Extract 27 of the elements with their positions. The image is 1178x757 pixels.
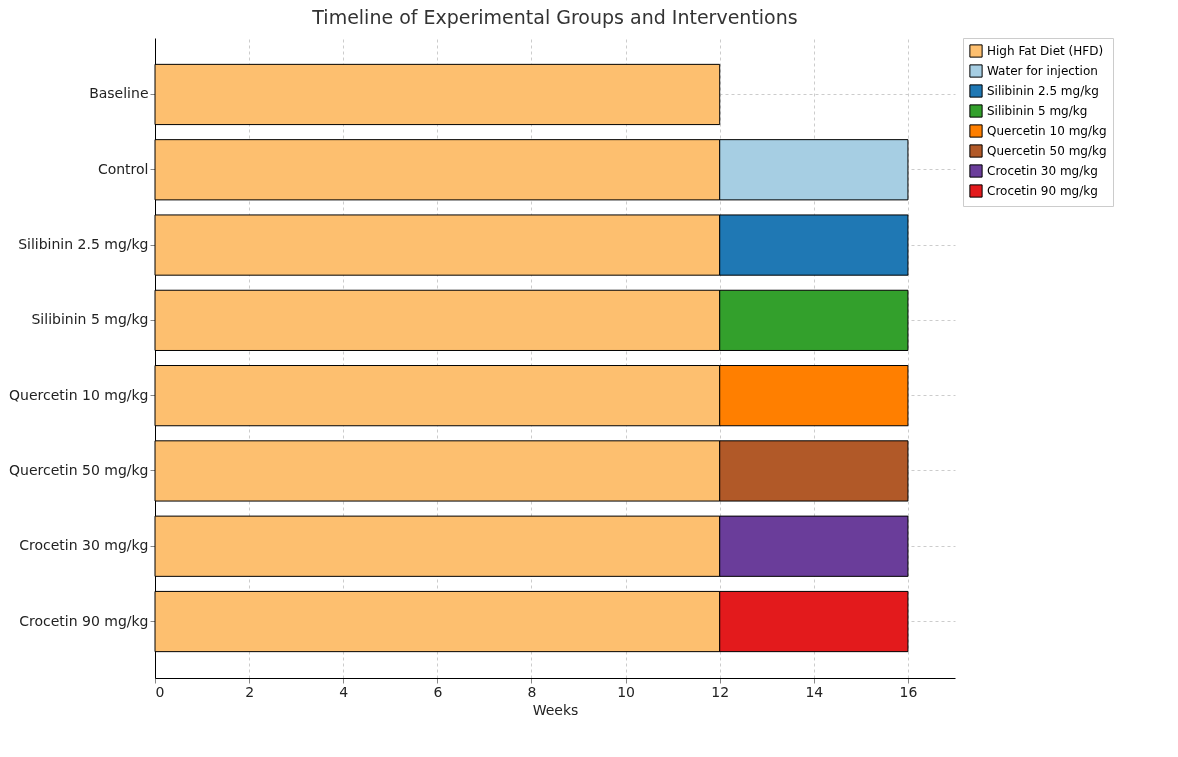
x-tick-label: 14 [805,683,824,700]
y-tick-label: Control [97,160,149,177]
x-tick-label: 8 [527,683,537,700]
x-axis-title: Weeks [532,701,579,718]
x-tick-label: 2 [245,683,255,700]
y-tick-label: Silibinin 5 mg/kg [31,311,149,328]
legend-label: Quercetin 50 mg/kg [987,144,1107,158]
x-tick-label: 6 [433,683,443,700]
x-tick-label: 4 [339,683,349,700]
legend-label: Crocetin 30 mg/kg [987,164,1098,178]
legend-label: Quercetin 10 mg/kg [987,124,1107,138]
x-tick-label: 12 [711,683,730,700]
x-tick-label: 16 [899,683,918,700]
legend-label: Crocetin 90 mg/kg [987,184,1098,198]
legend-label: High Fat Diet (HFD) [987,44,1104,58]
legend-label: Silibinin 2.5 mg/kg [987,84,1099,98]
y-tick-label: Quercetin 50 mg/kg [9,461,149,478]
y-tick-label: Baseline [89,85,149,102]
legend-label: Water for injection [987,64,1098,78]
x-tick-label: 0 [155,683,165,700]
x-tick-label: 10 [617,683,635,700]
legend-label: Silibinin 5 mg/kg [987,104,1088,118]
chart-title: Timeline of Experimental Groups and Interventions [311,5,798,28]
y-tick-label: Crocetin 90 mg/kg [19,612,149,629]
y-tick-label: Quercetin 10 mg/kg [9,386,149,403]
y-tick-label: Silibinin 2.5 mg/kg [18,236,149,253]
y-tick-label: Crocetin 30 mg/kg [19,537,149,554]
